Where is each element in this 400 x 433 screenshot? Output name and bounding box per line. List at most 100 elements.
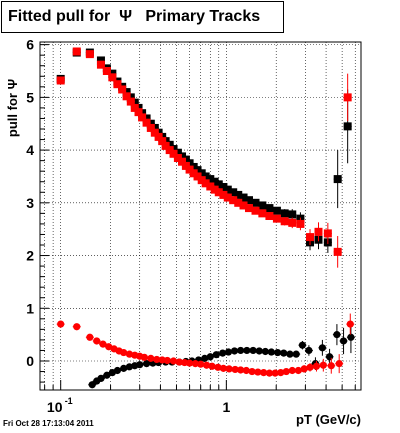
data-point xyxy=(185,359,194,367)
data-point xyxy=(229,188,238,197)
data-point xyxy=(96,56,105,65)
data-point xyxy=(248,367,256,376)
data-point xyxy=(224,348,233,356)
data-point xyxy=(258,201,267,210)
data-point xyxy=(319,361,327,369)
data-point xyxy=(258,209,267,218)
data-point xyxy=(243,346,251,355)
data-point xyxy=(254,368,262,376)
data-point xyxy=(223,185,232,194)
data-point xyxy=(201,179,210,188)
data-point xyxy=(173,154,182,162)
data-point xyxy=(333,247,342,256)
data-point xyxy=(346,320,354,328)
data-point xyxy=(154,132,163,141)
data-point xyxy=(206,353,214,361)
data-point xyxy=(288,210,297,219)
data-point xyxy=(126,93,135,102)
data-point xyxy=(113,366,122,375)
data-point xyxy=(261,347,269,356)
data-point xyxy=(318,344,326,352)
x-axis-title: pT (GeV/c) xyxy=(296,412,361,427)
data-point xyxy=(122,92,131,101)
series-4 xyxy=(56,313,355,377)
y-tick-label: 1 xyxy=(26,300,34,316)
data-point xyxy=(146,123,155,132)
y-tick-label: 3 xyxy=(26,195,34,211)
data-point xyxy=(288,218,297,227)
data-point xyxy=(161,141,170,150)
data-point xyxy=(219,183,228,191)
y-tick-label: 5 xyxy=(26,89,34,105)
data-point xyxy=(108,73,117,82)
data-point xyxy=(169,149,178,158)
data-point xyxy=(306,363,314,371)
data-point xyxy=(234,190,243,199)
data-point xyxy=(251,198,260,207)
timestamp-footer: Fri Oct 28 17:13:04 2011 xyxy=(3,419,94,428)
data-point xyxy=(231,365,239,374)
data-point xyxy=(99,340,107,348)
data-point xyxy=(130,103,139,112)
data-point xyxy=(314,227,323,236)
data-point xyxy=(271,369,279,377)
data-point xyxy=(260,369,268,377)
data-point xyxy=(163,356,171,365)
data-point xyxy=(57,320,65,328)
data-point xyxy=(282,367,290,376)
data-point xyxy=(214,180,223,189)
data-point xyxy=(294,366,302,375)
data-point xyxy=(230,347,239,355)
data-point xyxy=(153,355,161,364)
data-point xyxy=(125,350,134,358)
data-point xyxy=(223,193,232,202)
data-point xyxy=(146,119,155,128)
x-tick-label-exponent: -1 xyxy=(65,396,73,406)
data-point xyxy=(255,347,263,355)
data-point xyxy=(125,363,134,371)
data-point xyxy=(323,229,332,238)
data-point xyxy=(327,362,335,370)
data-point xyxy=(219,349,227,357)
data-point xyxy=(191,360,199,368)
data-point xyxy=(73,323,81,331)
data-point xyxy=(237,366,245,374)
axes: 0 1 2 3 4 5 6 10 -1 1 xyxy=(26,37,356,415)
data-point xyxy=(239,201,248,210)
data-point xyxy=(210,177,219,186)
data-point xyxy=(280,209,289,218)
grid xyxy=(40,42,361,390)
data-point xyxy=(85,50,94,59)
data-point xyxy=(134,108,143,117)
data-point xyxy=(237,346,245,355)
data-point xyxy=(193,172,202,181)
x-tick-label: 1 xyxy=(222,399,230,415)
data-point xyxy=(274,348,282,357)
data-point xyxy=(251,206,260,215)
data-point xyxy=(234,198,243,207)
data-point xyxy=(208,362,216,370)
data-point xyxy=(333,331,341,339)
data-point xyxy=(142,118,151,127)
data-point xyxy=(298,341,307,349)
data-point xyxy=(158,137,167,146)
data-point xyxy=(113,80,122,89)
y-tick-label: 4 xyxy=(26,142,34,158)
data-point xyxy=(249,346,257,355)
data-point xyxy=(343,93,352,102)
data-point xyxy=(97,374,105,382)
data-point xyxy=(142,114,151,123)
series-layer xyxy=(56,47,355,389)
data-point xyxy=(197,360,205,368)
y-axis-title: pull for Ψ xyxy=(5,79,20,137)
y-tick-label: 2 xyxy=(26,248,34,264)
data-point xyxy=(265,204,274,213)
data-point xyxy=(292,350,300,358)
data-point xyxy=(219,364,228,372)
data-point xyxy=(244,204,253,213)
data-point xyxy=(288,366,296,375)
data-point xyxy=(142,360,151,368)
data-point xyxy=(169,357,178,365)
data-point xyxy=(56,76,65,85)
